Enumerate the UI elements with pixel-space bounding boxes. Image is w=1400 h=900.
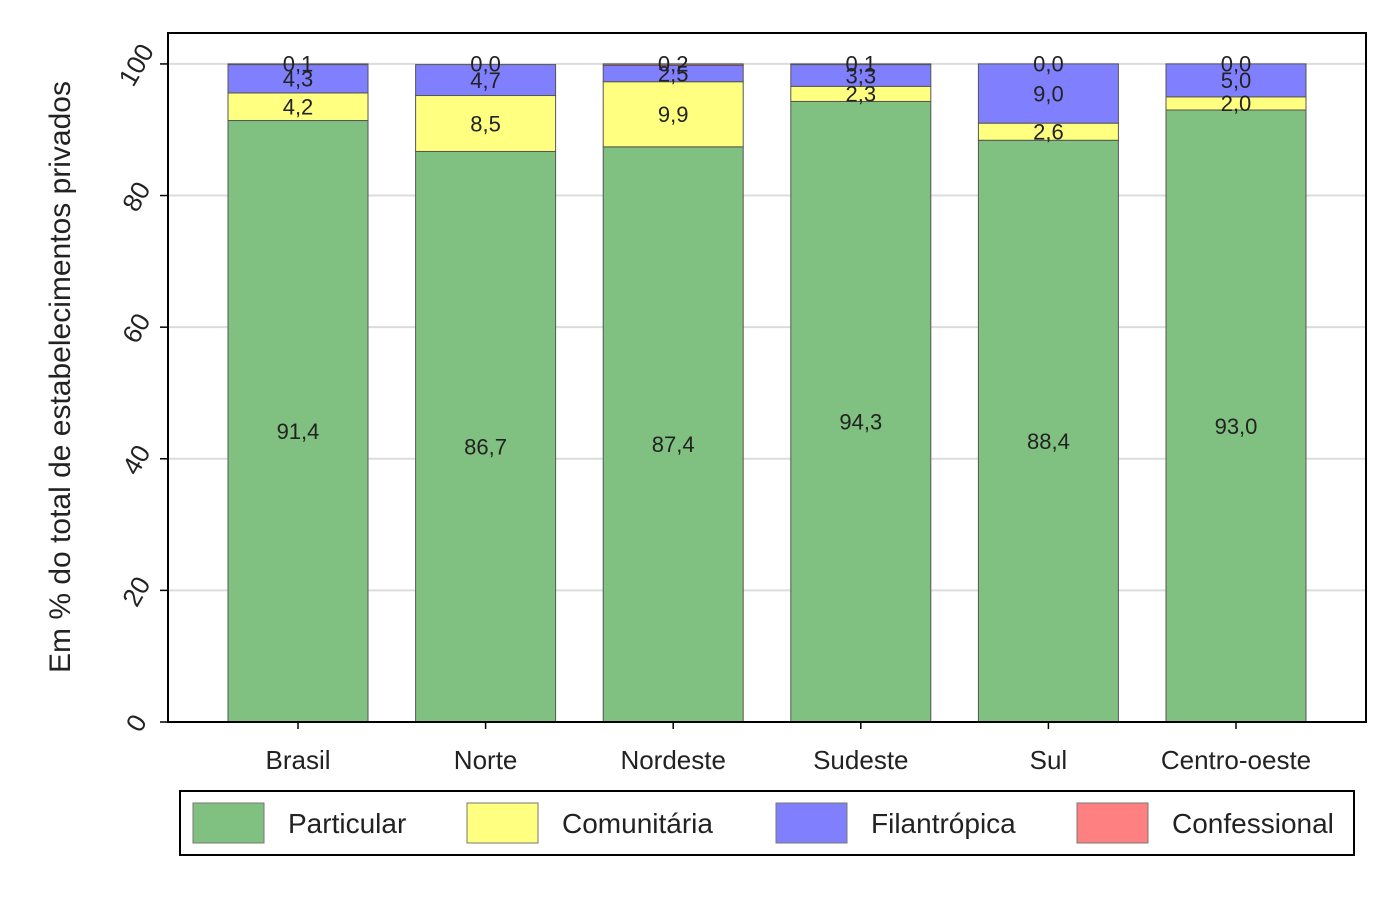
bar-segment — [227, 120, 369, 723]
x-tick-label: Nordeste — [620, 745, 726, 775]
data-label: 4,2 — [283, 95, 314, 120]
bars — [227, 63, 1307, 723]
data-label: 93,0 — [1215, 414, 1258, 439]
y-axis-ticks: 0 20 40 60 80 100 — [112, 39, 168, 737]
data-label: 9,9 — [658, 102, 689, 127]
legend-swatch — [466, 802, 539, 844]
data-label: 9,0 — [1033, 81, 1064, 106]
x-axis-ticks: Brasil Norte Nordeste Sudeste Sul Centro-oest… — [265, 722, 1311, 775]
data-label: 86,7 — [464, 435, 507, 460]
data-label: 8,5 — [470, 111, 501, 136]
legend-label: Filantrópica — [871, 808, 1016, 839]
plot-frame — [167, 32, 1367, 723]
y-tick-label: 100 — [112, 39, 160, 92]
data-label: 2,5 — [658, 61, 689, 86]
y-tick-label: 40 — [116, 440, 156, 480]
x-tick-label: Centro-oeste — [1161, 745, 1311, 775]
bar-segment — [602, 63, 744, 66]
legend-label: Confessional — [1172, 808, 1334, 839]
bar-segment — [415, 64, 557, 97]
data-label: 0,0 — [1033, 52, 1064, 77]
bar-segment — [977, 63, 1119, 124]
data-label: 0,2 — [658, 52, 689, 77]
legend-box — [179, 790, 1355, 856]
data-label: 91,4 — [277, 419, 320, 444]
bar-segment — [1165, 109, 1307, 723]
data-label: 4,3 — [283, 67, 314, 92]
bar-segment — [602, 146, 744, 723]
bar-segment — [977, 139, 1119, 723]
y-tick-label: 0 — [120, 709, 153, 737]
data-labels: 91,44,24,30,186,78,54,70,087,49,92,50,29… — [277, 52, 1258, 460]
legend-label: Comunitária — [562, 808, 713, 839]
data-label: 2,0 — [1221, 91, 1252, 116]
data-label: 88,4 — [1027, 429, 1070, 454]
y-tick-label: 20 — [116, 571, 156, 611]
bar-segment — [415, 150, 557, 723]
bar-segment — [1165, 63, 1307, 98]
bar-segment — [790, 100, 932, 723]
x-tick-label: Sul — [1030, 745, 1068, 775]
data-label: 3,3 — [846, 63, 877, 88]
x-tick-label: Brasil — [265, 745, 330, 775]
data-label: 0,0 — [1221, 52, 1252, 77]
bar-segment — [227, 63, 369, 66]
legend-swatch — [1076, 802, 1149, 844]
bar-segment — [602, 81, 744, 148]
data-label: 0,0 — [470, 52, 501, 77]
data-label: 2,6 — [1033, 120, 1064, 145]
legend-label: Particular — [288, 808, 406, 839]
x-tick-label: Norte — [454, 745, 518, 775]
x-tick-label: Sudeste — [813, 745, 908, 775]
bar-segment — [227, 92, 369, 122]
y-tick-label: 80 — [116, 176, 156, 216]
bar-segment — [790, 63, 932, 66]
data-label: 5,0 — [1221, 68, 1252, 93]
data-label: 94,3 — [839, 410, 882, 435]
y-axis-label: Em % do total de estabelecimentos privad… — [44, 81, 77, 673]
legend-swatch — [192, 802, 265, 844]
legend: Particular Comunitária Filantrópica Confess… — [179, 790, 1355, 856]
bar-segment — [415, 95, 557, 152]
data-label: 0,1 — [283, 52, 314, 77]
y-tick-label: 60 — [116, 308, 156, 348]
data-label: 4,7 — [470, 68, 501, 93]
data-label: 2,3 — [846, 82, 877, 107]
legend-swatch — [775, 802, 848, 844]
data-label: 0,1 — [846, 52, 877, 77]
data-label: 87,4 — [652, 432, 695, 457]
